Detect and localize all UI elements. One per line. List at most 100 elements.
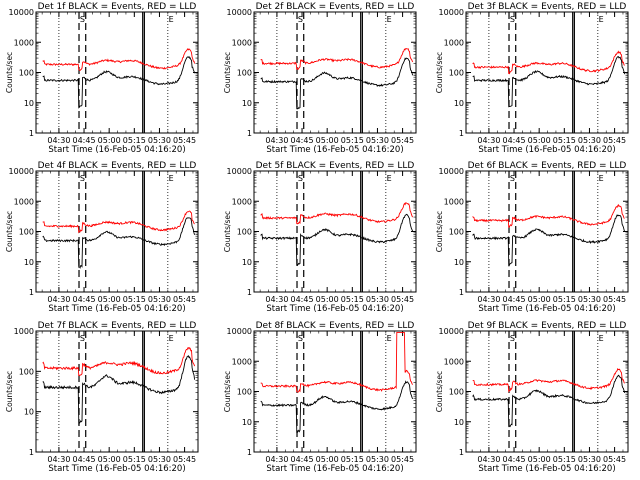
y-tick-label: 100 [237,69,252,78]
y-tick-label: 100 [237,388,252,397]
x-tick-label: 05:45 [603,136,626,145]
lld-series-line [42,48,196,72]
panel-title: Det 7f BLACK = Events, RED = LLD [38,321,197,331]
panel-2: Det 2f BLACK = Events, RED = LLD 1 10 100 10… [223,2,417,155]
x-tick-label: 05:00 [316,455,339,464]
panel-3: Det 3f BLACK = Events, RED = LLD 1 10 100 10… [435,2,629,155]
y-tick-label: 10 [454,99,464,108]
y-axis-label: Counts/sec [223,52,232,93]
lld-series-line [472,203,625,229]
y-tick-label: 10 [454,418,464,427]
y-axis-label: Counts/sec [5,211,14,252]
y-tick-label: 1 [459,448,464,457]
panel-title: Det 3f BLACK = Events, RED = LLD [468,2,627,12]
y-tick-label: 1000 [232,357,252,366]
x-axis-label: Start Time (16-Feb-05 04:16:20) [48,464,185,474]
x-tick-label: 05:15 [341,455,364,464]
events-series-line [260,57,414,110]
x-tick-label: 04:30 [477,136,500,145]
y-tick-label: 100 [449,228,464,237]
x-tick-label: 04:45 [291,295,314,304]
y-tick-label: 1000 [444,38,464,47]
marker-letter: S [80,174,85,183]
marker-letter: S [80,15,85,24]
events-series-line [472,56,626,108]
marker-letter: S [80,334,85,343]
panel-6: Det 6f BLACK = Events, RED = LLD 1 10 100 10… [435,161,629,314]
lld-series-line [472,50,625,75]
x-axis-label: Start Time (16-Feb-05 04:16:20) [478,145,615,155]
x-tick-label: 04:30 [265,455,288,464]
y-tick-label: 100 [237,228,252,237]
marker-letter: E [387,15,392,24]
x-tick-label: 05:00 [98,136,121,145]
y-axis-label: Counts/sec [435,371,444,412]
x-tick-label: 05:30 [366,136,389,145]
x-tick-label: 05:00 [98,295,121,304]
x-tick-label: 04:45 [503,455,526,464]
y-tick-label: 10 [242,99,252,108]
y-tick-label: 10000 [439,8,464,17]
x-tick-label: 05:30 [148,455,171,464]
y-tick-label: 1 [459,129,464,138]
events-series-line [260,213,414,267]
y-tick-label: 1000 [14,38,34,47]
marker-letter: S [510,15,515,24]
y-tick-label: 10 [454,258,464,267]
lld-series-line [472,368,625,393]
plot-frame [253,11,417,134]
marker-letter: E [387,174,392,183]
x-tick-label: 05:15 [123,136,146,145]
y-axis-label: Counts/sec [5,371,14,412]
y-tick-label: 10000 [439,327,464,336]
y-tick-label: 10000 [227,327,252,336]
marker-letter: E [599,15,604,24]
y-tick-label: 1 [29,448,34,457]
x-tick-label: 05:30 [148,136,171,145]
x-tick-label: 04:45 [73,295,96,304]
lld-series-line [260,331,413,393]
marker-letter: S [298,334,303,343]
x-tick-label: 05:00 [528,136,551,145]
y-tick-label: 1 [247,129,252,138]
panel-title: Det 2f BLACK = Events, RED = LLD [256,2,415,12]
y-axis-label: Counts/sec [5,52,14,93]
panel-9: Det 9f BLACK = Events, RED = LLD 1 10 100 10… [435,321,629,474]
x-axis-label: Start Time (16-Feb-05 04:16:20) [478,464,615,474]
x-tick-label: 04:30 [477,455,500,464]
marker-letter: S [298,174,303,183]
x-tick-label: 04:45 [291,136,314,145]
y-tick-label: 100 [449,388,464,397]
x-tick-label: 04:45 [503,136,526,145]
x-axis-label: Start Time (16-Feb-05 04:16:20) [266,464,403,474]
x-tick-label: 05:15 [341,295,364,304]
plot-frame [35,11,199,134]
panel-title: Det 5f BLACK = Events, RED = LLD [256,161,415,171]
y-tick-label: 100 [19,367,34,376]
marker-letter: E [387,334,392,343]
x-tick-label: 05:30 [578,295,601,304]
x-tick-label: 04:30 [477,295,500,304]
events-series-line [260,380,414,433]
panel-5: Det 5f BLACK = Events, RED = LLD 1 10 100 10… [223,161,417,314]
x-tick-label: 05:45 [173,136,196,145]
panel-8: Det 8f BLACK = Events, RED = LLD 1 10 100 10… [223,321,417,474]
x-tick-label: 05:45 [173,295,196,304]
x-tick-label: 05:45 [603,295,626,304]
x-tick-label: 04:45 [73,136,96,145]
y-tick-label: 10 [24,258,34,267]
y-tick-label: 10 [24,408,34,417]
lld-series-line [260,202,413,225]
x-tick-label: 04:30 [265,136,288,145]
y-tick-label: 10 [242,418,252,427]
panel-title: Det 9f BLACK = Events, RED = LLD [468,321,627,331]
y-tick-label: 10000 [227,167,252,176]
marker-letter: E [599,174,604,183]
y-tick-label: 10000 [9,8,34,17]
panel-4: Det 4f BLACK = Events, RED = LLD 1 10 100 10… [5,161,199,314]
x-tick-label: 05:30 [148,295,171,304]
y-tick-label: 1000 [14,197,34,206]
x-tick-label: 05:45 [391,295,414,304]
x-axis-label: Start Time (16-Feb-05 04:16:20) [48,145,185,155]
